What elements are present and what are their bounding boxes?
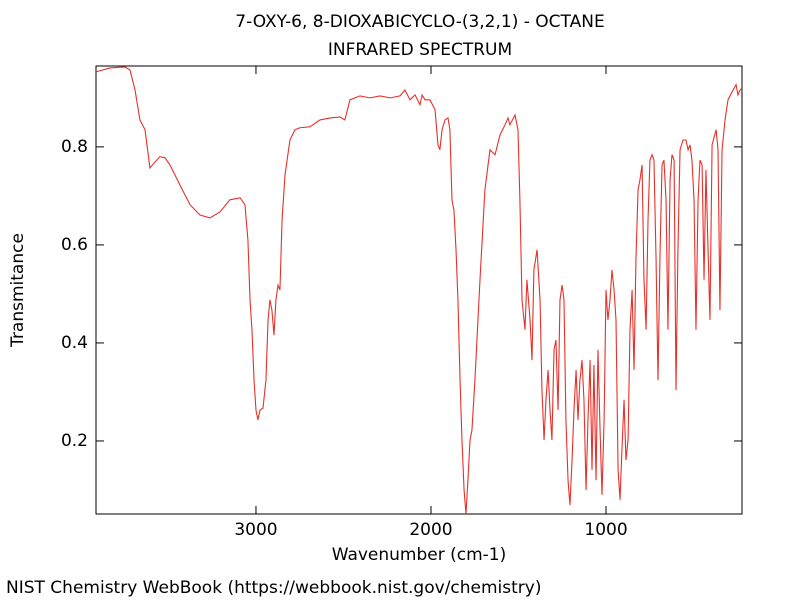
- y-tick-label: 0.4: [61, 333, 88, 353]
- plot-frame: [95, 65, 743, 515]
- chart-subtitle: INFRARED SPECTRUM: [328, 40, 512, 60]
- x-tick-label: 2000: [409, 520, 452, 540]
- y-tick-label: 0.6: [61, 235, 88, 255]
- chart-title: 7-OXY-6, 8-DIOXABICYCLO-(3,2,1) - OCTANE: [235, 12, 604, 32]
- x-axis-label: Wavenumber (cm-1): [332, 545, 507, 565]
- y-tick-label: 0.8: [61, 137, 88, 157]
- spectrum-line: [95, 66, 743, 515]
- x-tick-label: 1000: [584, 520, 627, 540]
- x-tick-label: 3000: [234, 520, 277, 540]
- y-tick-label: 0.2: [61, 431, 88, 451]
- footer: NIST Chemistry WebBook (https://webbook.…: [6, 578, 541, 598]
- y-axis-label: Transmitance: [8, 233, 28, 348]
